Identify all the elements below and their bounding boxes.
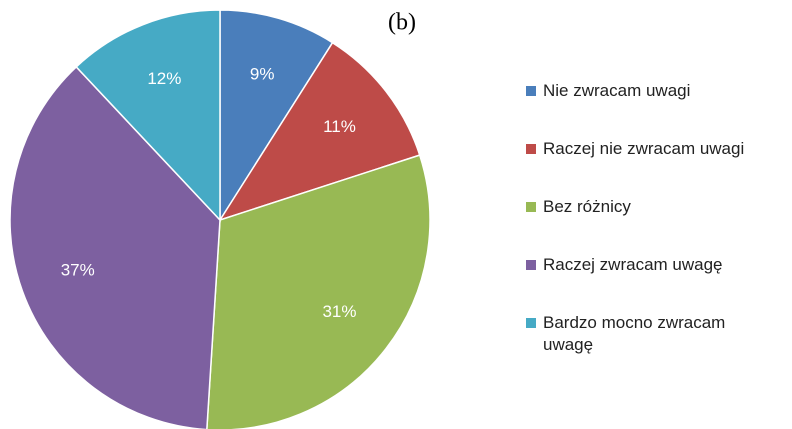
data-label: 31% (322, 302, 356, 321)
data-label: 37% (61, 261, 95, 280)
chart-title: (b) (388, 10, 416, 36)
legend-swatch (526, 86, 536, 96)
legend-item: Nie zwracam uwagi (523, 80, 763, 138)
pie-slice (9, 65, 221, 429)
data-label: 11% (323, 117, 356, 136)
legend: Nie zwracam uwagi Raczej nie zwracam uwag… (523, 80, 763, 370)
legend-swatch (526, 144, 536, 154)
legend-label: Bardzo mocno zwracam uwagę (543, 313, 726, 354)
legend-swatch (526, 202, 536, 212)
pie-slice (219, 9, 334, 223)
pie-slice (206, 154, 431, 429)
legend-item: Bardzo mocno zwracam uwagę (523, 312, 763, 370)
legend-item: Raczej nie zwracam uwagi (523, 138, 763, 196)
legend-label: Bez różnicy (543, 197, 631, 216)
pie-slice (75, 9, 221, 222)
legend-item: Raczej zwracam uwagę (523, 254, 763, 312)
legend-swatch (526, 260, 536, 270)
legend-swatch (526, 318, 536, 328)
legend-label: Nie zwracam uwagi (543, 81, 691, 100)
legend-label: Raczej nie zwracam uwagi (543, 139, 745, 158)
legend-label: Raczej zwracam uwagę (543, 255, 723, 274)
data-label: 9% (250, 64, 275, 83)
data-label: 12% (147, 69, 181, 88)
legend-item: Bez różnicy (523, 196, 763, 254)
pie-slice (218, 41, 421, 222)
